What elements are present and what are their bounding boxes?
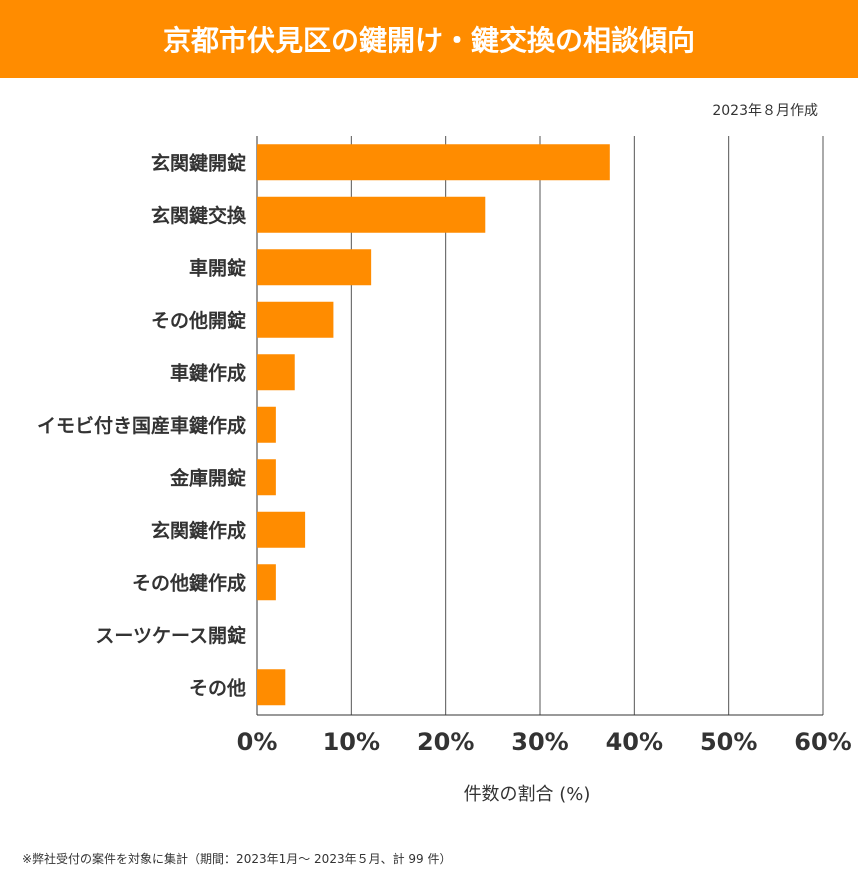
footnote: ※弊社受付の案件を対象に集計（期間：2023年1月～ 2023年５月、計 99 … bbox=[22, 852, 452, 866]
bar bbox=[257, 301, 334, 338]
category-label: その他開錠 bbox=[151, 309, 246, 332]
bar bbox=[257, 144, 610, 181]
x-tick-label: 40% bbox=[606, 728, 663, 756]
category-label: その他鍵作成 bbox=[132, 571, 246, 594]
bar bbox=[257, 669, 286, 706]
category-label: スーツケース開錠 bbox=[95, 624, 246, 647]
bar bbox=[257, 459, 276, 496]
x-tick-label: 30% bbox=[511, 728, 568, 756]
bar bbox=[257, 354, 295, 391]
category-label: 玄関鍵作成 bbox=[151, 519, 246, 542]
category-label: 玄関鍵交換 bbox=[151, 204, 247, 227]
bar bbox=[257, 511, 306, 548]
bar bbox=[257, 196, 486, 233]
bar bbox=[257, 564, 276, 601]
bar bbox=[257, 406, 276, 443]
chart-title: 京都市伏見区の鍵開け・鍵交換の相談傾向 bbox=[0, 0, 858, 78]
date-note: 2023年８月作成 bbox=[712, 103, 818, 119]
category-label: 車鍵作成 bbox=[170, 361, 246, 384]
x-tick-label: 60% bbox=[794, 728, 851, 756]
category-label: 金庫開錠 bbox=[169, 466, 246, 489]
category-label: その他 bbox=[189, 676, 246, 699]
x-tick-label: 50% bbox=[700, 728, 757, 756]
x-tick-label: 20% bbox=[417, 728, 474, 756]
category-label: 車開錠 bbox=[189, 256, 246, 279]
x-tick-label: 0% bbox=[237, 728, 278, 756]
category-label: 玄関鍵開錠 bbox=[151, 151, 246, 174]
x-tick-label: 10% bbox=[323, 728, 380, 756]
category-label: イモビ付き国産車鍵作成 bbox=[37, 414, 246, 437]
x-axis-label: 件数の割合 (%) bbox=[464, 784, 591, 805]
bar bbox=[257, 249, 372, 286]
